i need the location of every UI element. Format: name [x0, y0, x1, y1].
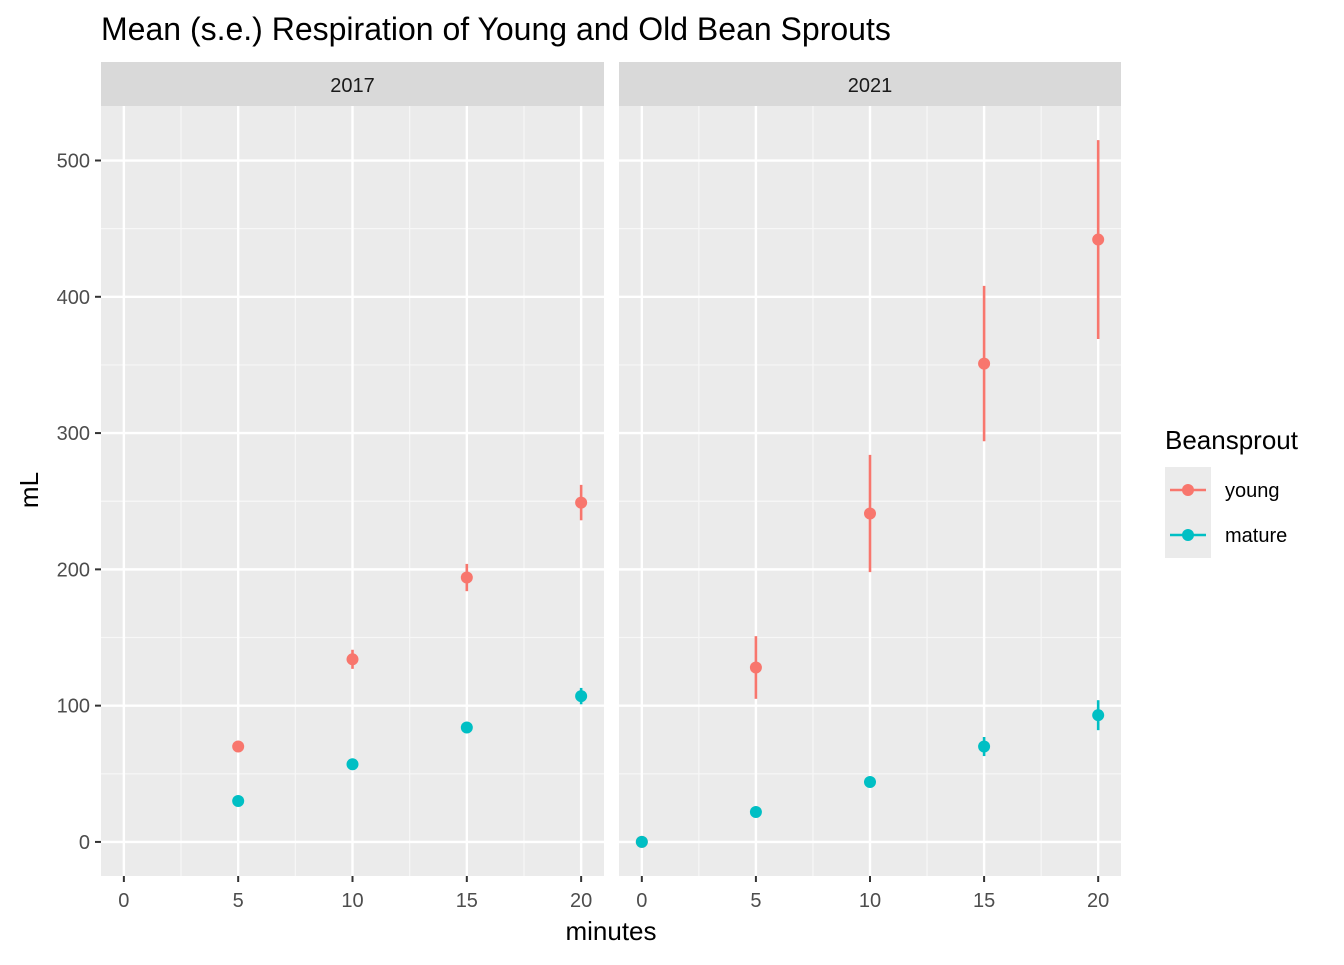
- point-young: [749, 661, 762, 674]
- point-mature: [978, 740, 991, 753]
- legend-title: Beansprout: [1165, 425, 1299, 455]
- facet-strip-label: 2021: [848, 75, 893, 97]
- x-tick-label: 20: [1087, 890, 1109, 912]
- facet-strip: [101, 62, 604, 106]
- point-young: [232, 740, 245, 753]
- point-mature: [635, 835, 648, 848]
- x-tick-label: 10: [859, 890, 881, 912]
- point-young: [978, 357, 991, 370]
- legend-point-young: [1182, 484, 1194, 496]
- point-mature: [460, 721, 473, 734]
- point-mature: [346, 758, 359, 771]
- point-mature: [575, 690, 588, 703]
- x-tick-label: 15: [456, 890, 478, 912]
- legend-keys: young mature: [1165, 467, 1287, 558]
- legend-label-young: young: [1225, 480, 1280, 502]
- x-tick-label: 5: [750, 890, 761, 912]
- legend-label-mature: mature: [1225, 525, 1287, 547]
- x-tick-label: 20: [570, 890, 592, 912]
- y-tick-label: 0: [79, 832, 90, 854]
- y-tick-label: 100: [57, 696, 90, 718]
- point-mature: [749, 805, 762, 818]
- x-tick-label: 10: [341, 890, 363, 912]
- point-young: [1092, 233, 1105, 246]
- x-tick-label: 5: [233, 890, 244, 912]
- point-young: [864, 507, 876, 520]
- y-axis-label: mL: [14, 472, 44, 508]
- x-axis-label: minutes: [565, 916, 656, 946]
- point-young: [575, 496, 588, 509]
- panel-2021: 2021 0 5 10 15 20: [619, 62, 1121, 912]
- y-tick-label: 200: [57, 559, 90, 581]
- y-tick-label: 400: [57, 287, 90, 309]
- y-tick-label: 300: [57, 423, 90, 445]
- facet-strip: [619, 62, 1121, 106]
- y-tick-label: 500: [57, 151, 90, 173]
- x-tick-label: 0: [118, 890, 129, 912]
- legend-point-mature: [1182, 529, 1194, 541]
- point-mature: [232, 795, 245, 808]
- point-mature: [864, 775, 876, 788]
- point-young: [346, 653, 359, 666]
- point-young: [460, 571, 473, 584]
- point-mature: [1092, 709, 1105, 722]
- x-tick-label: 0: [636, 890, 647, 912]
- facet-strip-label: 2017: [330, 75, 375, 97]
- chart-title: Mean (s.e.) Respiration of Young and Old…: [101, 11, 891, 47]
- x-tick-label: 15: [973, 890, 995, 912]
